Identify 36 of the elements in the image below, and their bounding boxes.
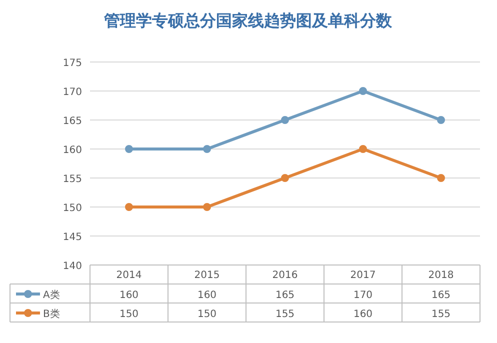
x-tick-label: 2014	[116, 270, 142, 281]
data-label: 160	[353, 309, 373, 320]
point	[437, 174, 445, 182]
y-tick-label: 170	[62, 87, 82, 98]
data-label: 165	[275, 290, 295, 301]
y-tick-label: 145	[62, 232, 82, 243]
x-tick-label: 2018	[428, 270, 454, 281]
x-tick-label: 2016	[272, 270, 298, 281]
data-label: 165	[431, 290, 451, 301]
chart-title: 管理学专硕总分国家线趋势图及单科分数	[103, 11, 393, 30]
point	[203, 145, 211, 153]
y-tick-label: 140	[62, 261, 82, 272]
point	[203, 203, 211, 211]
x-tick-label: 2017	[350, 270, 376, 281]
point	[437, 116, 445, 124]
point	[281, 174, 289, 182]
data-label: 155	[275, 309, 295, 320]
point	[359, 87, 367, 95]
point	[125, 145, 133, 153]
y-tick-label: 155	[62, 174, 82, 185]
x-tick-label: 2015	[194, 270, 220, 281]
data-label: 170	[353, 290, 373, 301]
point	[359, 145, 367, 153]
y-tick-label: 175	[62, 58, 82, 69]
data-label: 150	[197, 309, 217, 320]
data-label: 160	[119, 290, 139, 301]
legend-label: A类	[43, 289, 60, 301]
y-tick-label: 150	[62, 203, 82, 214]
legend-label: B类	[43, 308, 60, 320]
point	[125, 203, 133, 211]
data-label: 155	[431, 309, 451, 320]
y-tick-label: 160	[62, 145, 82, 156]
y-tick-label: 165	[62, 116, 82, 127]
data-label: 160	[197, 290, 217, 301]
data-label: 150	[119, 309, 139, 320]
point	[281, 116, 289, 124]
